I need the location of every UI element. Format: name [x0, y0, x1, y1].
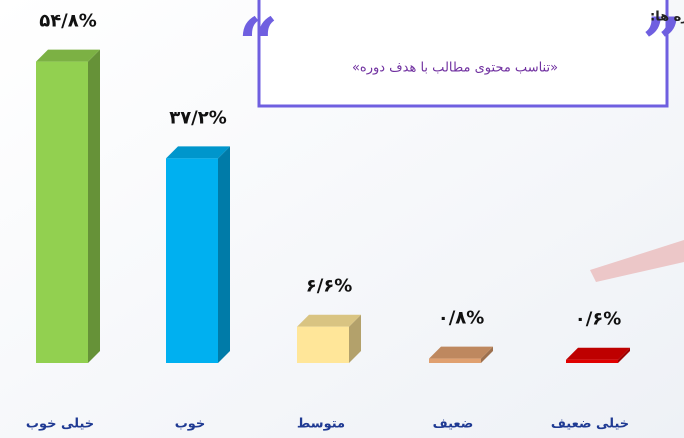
quote-mark: “ [238, 2, 278, 85]
x-tick-label: خیلی خوب [26, 417, 94, 432]
bar [297, 326, 349, 363]
x-tick-label: خیلی ضعیف [551, 417, 629, 432]
value-label: ۳۷/۲% [169, 107, 227, 128]
bar-top [429, 346, 493, 359]
bar-top [166, 146, 230, 159]
bar-top [297, 314, 361, 327]
x-tick-label: ضعیف [433, 417, 474, 432]
bar [36, 61, 88, 363]
value-label: ۰/۶% [575, 309, 622, 330]
bar-side [218, 146, 230, 363]
chart-subtitle: «تناسب محتوی مطالب با هدف دوره» [352, 61, 558, 76]
callout-box [257, 0, 669, 108]
x-tick-label: متوسط [297, 417, 345, 432]
chart-title: نمونه ای از اطلاعات اثربخشی سطح اول دوره… [650, 10, 684, 25]
bar [166, 158, 218, 363]
value-label: ۶/۶% [306, 276, 353, 297]
bar-side [618, 347, 630, 363]
bar [429, 358, 481, 363]
quote-mark: ” [642, 2, 682, 85]
bar-side [88, 49, 100, 363]
decoration [590, 240, 684, 282]
value-label: ۵۴/۸% [39, 11, 97, 32]
x-tick-label: خوب [175, 417, 206, 432]
bar-top [36, 49, 100, 62]
bar [566, 359, 618, 363]
value-label: ۰/۸% [438, 308, 485, 329]
bar-side [481, 346, 493, 363]
bar-top [566, 347, 630, 360]
bar-side [349, 314, 361, 363]
